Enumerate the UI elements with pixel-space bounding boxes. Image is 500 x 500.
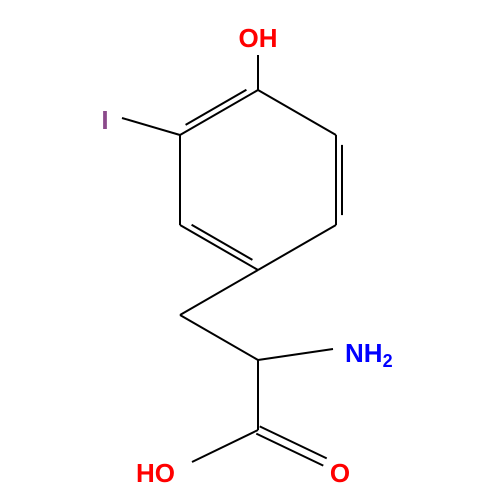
- bond: [186, 90, 247, 125]
- bond: [180, 225, 258, 270]
- bond: [192, 430, 258, 462]
- atom-label-o: O: [330, 458, 350, 488]
- bond: [256, 434, 323, 466]
- bond: [180, 90, 258, 135]
- bond: [258, 90, 336, 135]
- atom-label-i: I: [101, 105, 108, 135]
- bond: [260, 426, 327, 458]
- atom-label-oh: OH: [239, 23, 278, 53]
- bond: [180, 270, 258, 315]
- molecule-diagram: OH I NH2 HO O: [0, 0, 500, 500]
- bond: [122, 118, 180, 135]
- atom-label-ho: HO: [136, 458, 175, 488]
- atom-label-nh2: NH2: [345, 338, 393, 371]
- bond: [180, 315, 258, 360]
- bond: [192, 225, 253, 260]
- bond: [258, 225, 336, 270]
- bond: [258, 349, 333, 360]
